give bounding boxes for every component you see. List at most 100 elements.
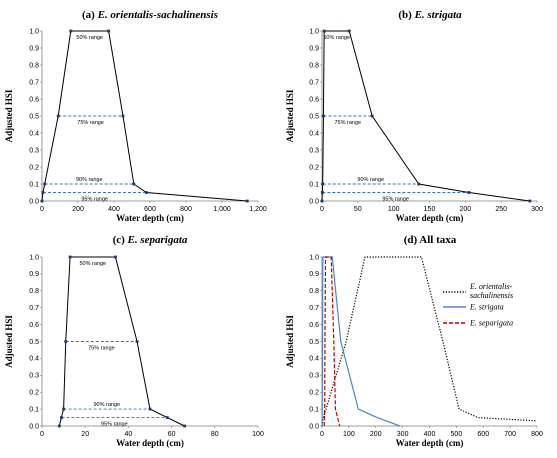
y-tick-label: 0.3 <box>309 147 319 154</box>
x-tick-label: 600 <box>477 431 489 438</box>
y-tick-label: 0.9 <box>309 271 319 278</box>
x-tick-label: 1,200 <box>249 206 267 213</box>
y-tick-label: 0.5 <box>29 113 39 120</box>
chart-title: (b) E. strigata <box>398 9 462 21</box>
y-tick-label: 0.5 <box>309 339 319 346</box>
data-point <box>321 182 325 186</box>
y-tick-label: 0.9 <box>29 271 39 278</box>
data-point <box>57 424 61 428</box>
chart-title-text: E. strigata <box>414 9 463 21</box>
y-tick-label: 0.3 <box>309 373 319 380</box>
data-point <box>148 407 152 411</box>
x-tick-label: 60 <box>168 431 176 438</box>
y-tick-label: 0.0 <box>309 423 319 430</box>
y-tick-label: 0.1 <box>29 181 39 188</box>
series-line <box>321 30 530 202</box>
series-line-3 <box>323 256 341 427</box>
y-axis-label: Adjusted HSI <box>4 315 14 368</box>
y-tick-label: 0.5 <box>309 113 319 120</box>
chart-panel-4: (d) All taxa 0.0 0.1 0.2 0.3 0.4 0.5 0.6 0.7 0.8 0… <box>285 234 543 448</box>
x-tick-label: 0 <box>320 431 324 438</box>
y-tick-label: 0.7 <box>309 305 319 312</box>
data-point <box>114 255 117 259</box>
y-axis-label: Adjusted HSI <box>285 315 295 368</box>
chart-title: (a) E. orientalis-sachalinensis <box>82 9 218 21</box>
data-point <box>135 340 139 343</box>
chart-title-text: All taxa <box>419 234 456 246</box>
data-point <box>322 29 326 33</box>
data-point <box>56 114 60 118</box>
x-tick-label: 800 <box>531 431 543 438</box>
y-tick-label: 0.6 <box>29 322 39 329</box>
data-point <box>40 199 44 203</box>
data-point <box>320 191 324 194</box>
x-tick-label: 1,000 <box>213 206 231 213</box>
x-tick-label: 100 <box>252 431 264 438</box>
y-tick-label: 0.4 <box>29 356 39 363</box>
x-tick-label: 100 <box>388 206 400 213</box>
x-axis-label: Water depth (cm) <box>116 213 184 223</box>
chart-title-text: E. separigata <box>127 234 188 246</box>
series-line <box>41 30 248 202</box>
x-tick-label: 300 <box>531 206 543 213</box>
range-label: 95% range <box>101 422 128 428</box>
x-axis-label: Water depth (cm) <box>396 438 464 448</box>
y-tick-label: 1.0 <box>309 254 319 261</box>
y-tick-label: 0.5 <box>29 339 39 346</box>
y-tick-label: 0.6 <box>309 322 319 329</box>
y-tick-label: 1.0 <box>29 28 39 35</box>
y-tick-label: 0.4 <box>29 130 39 137</box>
x-tick-label: 0 <box>320 206 324 213</box>
y-tick-label: 0.7 <box>309 79 319 86</box>
chart-title: (c) E. separigata <box>113 234 188 246</box>
range-label: 50% range <box>76 35 103 41</box>
y-tick-label: 0.3 <box>29 147 39 154</box>
y-tick-label: 0.2 <box>29 164 39 171</box>
x-tick-label: 80 <box>211 431 219 438</box>
x-tick-label: 300 <box>397 431 409 438</box>
y-tick-label: 0.2 <box>29 390 39 397</box>
data-point <box>41 191 45 194</box>
chart-title-text: E. orientalis-sachalinensis <box>97 9 218 21</box>
legend-label-1: sachalinensis <box>470 291 513 300</box>
y-tick-label: 0.8 <box>29 288 39 295</box>
data-point <box>64 340 68 343</box>
chart-title-prefix: (b) <box>398 9 414 21</box>
x-tick-label: 250 <box>495 206 507 213</box>
y-tick-label: 0.9 <box>309 45 319 52</box>
range-label: 50% range <box>79 261 106 267</box>
series-line-1 <box>321 256 538 427</box>
chart-title-prefix: (d) <box>404 234 420 246</box>
data-point <box>69 29 73 33</box>
data-point <box>322 114 325 118</box>
data-point <box>60 416 63 419</box>
legend-label-3: E. separigata <box>469 319 513 328</box>
y-tick-label: 0.0 <box>29 198 39 205</box>
data-point <box>245 199 249 203</box>
y-tick-label: 0.9 <box>29 45 39 52</box>
data-point <box>320 199 324 203</box>
range-label: 90% range <box>93 402 120 408</box>
legend: E. orientalis-sachalinensis E. strigata E.… <box>443 282 513 328</box>
chart-title: (d) All taxa <box>404 234 457 246</box>
y-tick-label: 0.1 <box>309 406 319 413</box>
x-tick-label: 200 <box>459 206 471 213</box>
x-axis-label: Water depth (cm) <box>116 438 184 448</box>
range-label: 75% range <box>334 120 361 126</box>
chart-title-prefix: (c) <box>113 234 128 246</box>
x-tick-label: 0 <box>40 206 44 213</box>
data-point <box>62 407 65 411</box>
data-point <box>107 29 110 33</box>
data-point <box>347 29 351 33</box>
y-tick-label: 0.2 <box>309 164 319 171</box>
y-tick-label: 1.0 <box>29 254 39 261</box>
range-label: 75% range <box>77 120 104 126</box>
x-tick-label: 400 <box>108 206 120 213</box>
x-tick-label: 500 <box>451 431 463 438</box>
y-tick-label: 0.0 <box>29 423 39 430</box>
x-tick-label: 600 <box>144 206 156 213</box>
y-tick-label: 0.0 <box>309 198 319 205</box>
series-line <box>58 256 185 427</box>
data-point <box>370 114 374 118</box>
